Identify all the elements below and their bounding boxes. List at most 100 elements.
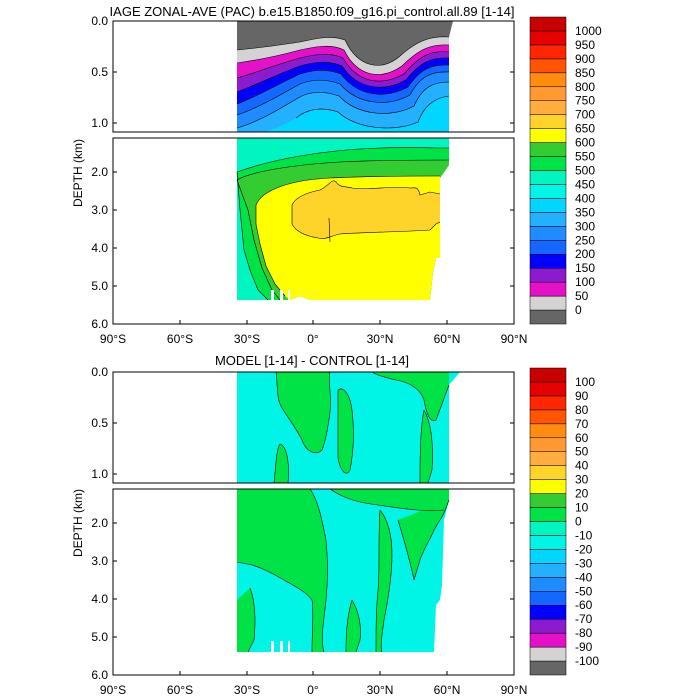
colorbar-label: 20 (575, 487, 589, 501)
colorbar-label: 1000 (575, 24, 602, 38)
top-x-ticks: 90°S 60°S 30°S 0° 30°N 60°N 90°N (100, 320, 527, 346)
y-tick-label: 3.0 (91, 554, 108, 568)
bottom-upper-contours (237, 372, 460, 483)
colorbar-label: 600 (575, 136, 595, 150)
bottom-y-ticks: 0.0 0.5 1.0 2.0 3.0 4.0 5.0 6.0 (91, 365, 514, 682)
colorbar-label: 800 (575, 80, 595, 94)
colorbar-swatch (529, 86, 567, 101)
colorbar-swatch (529, 507, 567, 522)
colorbar-swatch (529, 521, 567, 536)
top-upper-frame (112, 20, 515, 133)
colorbar-label: 200 (575, 247, 595, 261)
bottom-x-ticks: 90°S 60°S 30°S 0° 30°N 60°N 90°N (100, 671, 527, 697)
colorbar-label: 100 (575, 375, 595, 389)
colorbar-label: -20 (575, 542, 593, 556)
y-tick-label: 0.0 (91, 365, 108, 379)
colorbar-swatch (529, 660, 567, 676)
colorbar-swatch (529, 212, 567, 227)
colorbar-swatch (529, 465, 567, 480)
top-ylabel: DEPTH (km) (71, 139, 85, 207)
colorbar-label: 0 (575, 515, 582, 529)
colorbar-swatch (529, 114, 567, 129)
colorbar-swatch (529, 142, 567, 157)
colorbar-swatch (529, 295, 567, 311)
colorbar-label: 850 (575, 66, 595, 80)
colorbar-swatch (529, 253, 567, 269)
x-tick-label: 60°S (167, 332, 193, 346)
colorbar-swatch (529, 170, 567, 185)
colorbar-swatch (529, 535, 567, 550)
top-upper-contours (236, 21, 453, 132)
colorbar-swatch (529, 646, 567, 662)
top-title: IAGE ZONAL-AVE (PAC) b.e15.B1850.f09_g16… (110, 4, 515, 19)
colorbar-label: 350 (575, 205, 595, 219)
x-tick-label: 90°N (501, 332, 528, 346)
colorbar-swatch (529, 30, 567, 46)
colorbar-label: -90 (575, 640, 593, 654)
colorbar-label: 100 (575, 275, 595, 289)
colorbar-swatch (529, 632, 567, 648)
top-y-ticks: 0.0 0.5 1.0 2.0 3.0 4.0 5.0 6.0 (91, 14, 514, 331)
colorbar-swatch (529, 198, 567, 213)
colorbar-label: -60 (575, 598, 593, 612)
y-tick-label: 0.5 (91, 416, 108, 430)
x-tick-label: 30°N (367, 332, 394, 346)
colorbar-label: 500 (575, 164, 595, 178)
y-tick-label: 3.0 (91, 203, 108, 217)
colorbar-swatch (529, 240, 567, 255)
colorbar-swatch (529, 493, 567, 508)
colorbar-swatch (529, 367, 567, 383)
colorbar-swatch (529, 156, 567, 171)
colorbar-label: -40 (575, 570, 593, 584)
y-tick-label: 6.0 (91, 668, 108, 682)
colorbar-swatch (529, 184, 567, 199)
bottom-title: MODEL [1-14] - CONTROL [1-14] (215, 353, 409, 368)
colorbar-swatch (529, 267, 567, 283)
x-tick-label: 90°N (501, 683, 528, 697)
colorbar-label: 10 (575, 501, 589, 515)
colorbar-label: 50 (575, 289, 589, 303)
colorbar-label: 30 (575, 473, 589, 487)
colorbar-label: 900 (575, 52, 595, 66)
y-tick-label: 1.0 (91, 467, 108, 481)
x-tick-label: 0° (307, 683, 319, 697)
colorbar-label: 550 (575, 150, 595, 164)
colorbar-label: 80 (575, 403, 589, 417)
y-tick-label: 4.0 (91, 241, 108, 255)
colorbar-swatch (529, 226, 567, 241)
colorbar-swatch (529, 72, 567, 88)
bottom-upper-frame (112, 371, 515, 484)
x-tick-label: 60°N (434, 332, 461, 346)
x-tick-label: 60°N (434, 683, 461, 697)
colorbar-label: 40 (575, 459, 589, 473)
colorbar-label: 300 (575, 219, 595, 233)
colorbar-swatch (529, 591, 567, 606)
x-tick-label: 60°S (167, 683, 193, 697)
colorbar-swatch (529, 100, 567, 115)
bottom-colorbar: -100-90-80-70-60-50-40-30-20-10010203040… (529, 367, 599, 676)
colorbar-swatch (529, 479, 567, 494)
y-tick-label: 6.0 (91, 317, 108, 331)
y-tick-label: 2.0 (91, 165, 108, 179)
x-tick-label: 30°S (234, 683, 260, 697)
colorbar-swatch (529, 563, 567, 578)
colorbar-swatch (529, 451, 567, 466)
y-tick-label: 0.5 (91, 65, 108, 79)
colorbar-label: -70 (575, 612, 593, 626)
colorbar-swatch (529, 604, 567, 620)
colorbar-swatch (529, 128, 567, 143)
colorbar-label: -30 (575, 556, 593, 570)
x-tick-label: 30°S (234, 332, 260, 346)
colorbar-swatch (529, 381, 567, 397)
bottom-ylabel: DEPTH (km) (71, 489, 85, 557)
colorbar-swatch (529, 58, 567, 74)
colorbar-label: 700 (575, 108, 595, 122)
colorbar-swatch (529, 281, 567, 297)
colorbar-swatch (529, 618, 567, 634)
x-tick-label: 30°N (367, 683, 394, 697)
colorbar-label: -10 (575, 528, 593, 542)
colorbar-swatch (529, 16, 567, 32)
y-tick-label: 1.0 (91, 116, 108, 130)
colorbar-label: 250 (575, 233, 595, 247)
